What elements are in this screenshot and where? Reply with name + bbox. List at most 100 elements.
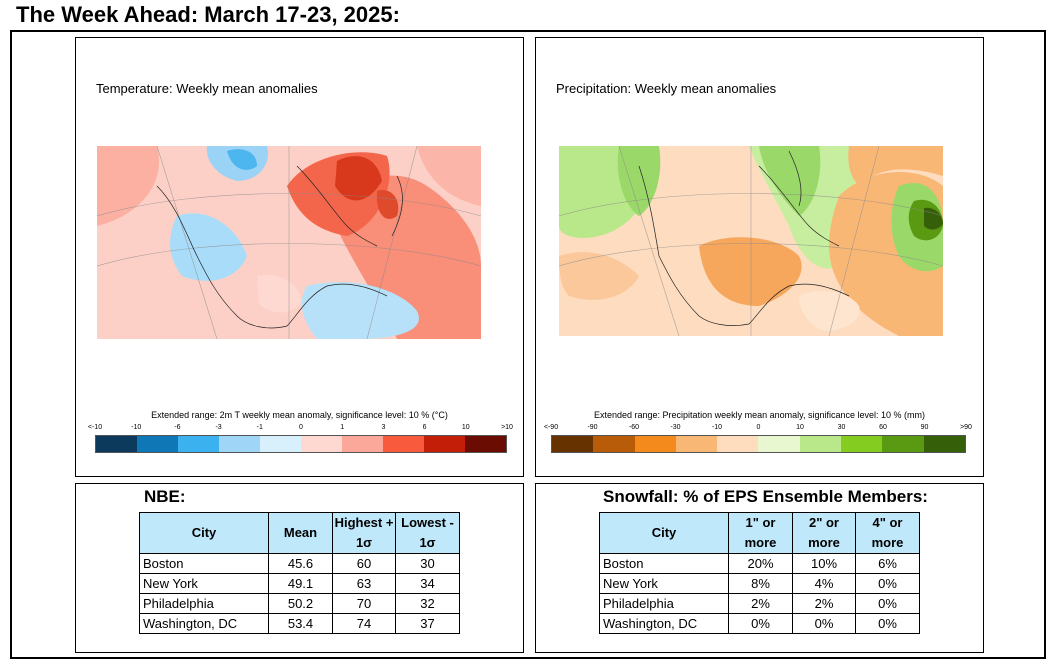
precipitation-tick-label: 0: [756, 424, 761, 431]
snowfall-table: City 1" or more 2" or more 4" or more Bo…: [599, 512, 920, 634]
one-inch-cell: 8%: [728, 573, 793, 594]
precipitation-tick-label: 10: [796, 424, 804, 431]
precipitation-colorbar: [551, 435, 966, 453]
temperature-tick-label: >10: [501, 424, 513, 431]
outer-frame: [10, 30, 1046, 659]
temperature-tick-label: -3: [215, 424, 222, 431]
city-cell: Boston: [139, 553, 269, 574]
four-inch-cell: 0%: [855, 573, 920, 594]
snowfall-table-panel: Snowfall: % of EPS Ensemble Members: Cit…: [535, 483, 984, 653]
temperature-colorbar-tick-labels: <-10 -10 -6 -3 -1 0 1 3 6 10 >10: [88, 424, 513, 434]
table-row: Philadelphia 2% 2% 0%: [599, 593, 920, 614]
mean-cell: 49.1: [268, 573, 333, 594]
temperature-tick-label: 6: [422, 424, 427, 431]
table-row: Washington, DC 0% 0% 0%: [599, 613, 920, 634]
snow-header-1in: 1" or more: [728, 512, 793, 554]
nbe-table-title: NBE:: [144, 487, 186, 506]
precipitation-anomaly-map: [559, 146, 943, 336]
precipitation-colorbar-swatch: [552, 436, 594, 452]
page-title: The Week Ahead: March 17-23, 2025:: [16, 2, 400, 27]
highest-cell: 74: [332, 613, 396, 634]
nbe-header-city: City: [139, 512, 269, 554]
nbe-table-panel: NBE: City Mean Highest + 1σ Lowest - 1σ …: [75, 483, 524, 653]
temperature-colorbar-swatch: [219, 436, 260, 452]
temperature-colorbar-swatch: [424, 436, 465, 452]
temperature-colorbar: [95, 435, 507, 453]
one-inch-cell: 2%: [728, 593, 793, 614]
precipitation-tick-label: -90: [587, 424, 598, 431]
precipitation-colorbar-caption: Extended range: Precipitation weekly mea…: [594, 410, 925, 420]
precipitation-tick-label: >90: [960, 424, 972, 431]
precipitation-colorbar-swatch: [758, 436, 800, 452]
precipitation-tick-label: -10: [711, 424, 723, 431]
two-inch-cell: 0%: [792, 613, 856, 634]
temperature-colorbar-swatch: [383, 436, 424, 452]
one-inch-cell: 20%: [728, 553, 793, 574]
city-cell: New York: [599, 573, 729, 594]
temperature-map-panel: Temperature: Weekly mean anomalies: [75, 37, 524, 477]
one-inch-cell: 0%: [728, 613, 793, 634]
precipitation-tick-label: -30: [670, 424, 681, 431]
table-row: Boston 45.6 60 30: [139, 553, 460, 574]
temperature-tick-label: -10: [131, 424, 142, 431]
lowest-cell: 30: [395, 553, 460, 574]
nbe-header-highest: Highest + 1σ: [332, 512, 396, 554]
mean-cell: 45.6: [268, 553, 333, 574]
temperature-colorbar-swatch: [342, 436, 383, 452]
temperature-colorbar-caption: Extended range: 2m T weekly mean anomaly…: [151, 410, 448, 420]
temperature-colorbar-swatch: [260, 436, 301, 452]
temperature-map-title: Temperature: Weekly mean anomalies: [96, 81, 318, 96]
city-cell: Washington, DC: [599, 613, 729, 634]
precipitation-tick-label: <-90: [543, 424, 559, 431]
table-row: Boston 20% 10% 6%: [599, 553, 920, 574]
mean-cell: 53.4: [268, 613, 333, 634]
temperature-tick-label: 0: [299, 424, 303, 431]
lowest-cell: 37: [395, 613, 460, 634]
nbe-header-lowest: Lowest - 1σ: [395, 512, 460, 554]
temperature-tick-label: -1: [256, 424, 263, 431]
city-cell: Philadelphia: [139, 593, 269, 614]
precipitation-tick-label: -60: [628, 424, 640, 431]
four-inch-cell: 0%: [855, 613, 920, 634]
highest-cell: 63: [332, 573, 396, 594]
highest-cell: 60: [332, 553, 396, 574]
temperature-tick-label: 3: [381, 424, 386, 431]
precipitation-colorbar-swatch: [799, 436, 842, 452]
temperature-tick-label: 10: [461, 424, 470, 431]
snow-header-4in: 4" or more: [855, 512, 920, 554]
table-row: Washington, DC 53.4 74 37: [139, 613, 460, 634]
temperature-anomaly-map: [97, 146, 481, 339]
precipitation-tick-label: 30: [837, 424, 846, 431]
temperature-tick-label: <-10: [87, 424, 103, 431]
lowest-cell: 32: [395, 593, 460, 614]
table-row: New York 49.1 63 34: [139, 573, 460, 594]
snow-header-2in: 2" or more: [792, 512, 856, 554]
precipitation-colorbar-swatch: [634, 436, 676, 452]
two-inch-cell: 4%: [792, 573, 856, 594]
city-cell: Philadelphia: [599, 593, 729, 614]
two-inch-cell: 10%: [792, 553, 856, 574]
four-inch-cell: 6%: [855, 553, 920, 574]
table-row: New York 8% 4% 0%: [599, 573, 920, 594]
precipitation-colorbar-swatch: [882, 436, 924, 452]
snowfall-table-title: Snowfall: % of EPS Ensemble Members:: [603, 487, 928, 506]
precipitation-colorbar-swatch: [923, 436, 965, 452]
temperature-colorbar-swatch: [465, 436, 506, 452]
precipitation-colorbar-tick-labels: <-90 -90 -60 -30 -10 0 10 30 60 90 >90: [544, 424, 972, 434]
mean-cell: 50.2: [268, 593, 333, 614]
precipitation-map-panel: Precipitation: Weekly mean anomalies: [535, 37, 984, 477]
lowest-cell: 34: [395, 573, 460, 594]
city-cell: Washington, DC: [139, 613, 269, 634]
nbe-header-mean: Mean: [268, 512, 333, 554]
precipitation-map-title: Precipitation: Weekly mean anomalies: [556, 81, 777, 96]
precipitation-tick-label: 90: [920, 424, 929, 431]
precipitation-colorbar-swatch: [841, 436, 883, 452]
four-inch-cell: 0%: [855, 593, 920, 614]
temperature-colorbar-swatch: [96, 436, 137, 452]
precipitation-colorbar-swatch: [717, 436, 759, 452]
precipitation-colorbar-swatch: [593, 436, 635, 452]
temperature-tick-label: 1: [340, 424, 345, 431]
snow-header-city: City: [599, 512, 729, 554]
temperature-colorbar-swatch: [301, 436, 342, 452]
nbe-table: City Mean Highest + 1σ Lowest - 1σ Bosto…: [139, 512, 460, 634]
